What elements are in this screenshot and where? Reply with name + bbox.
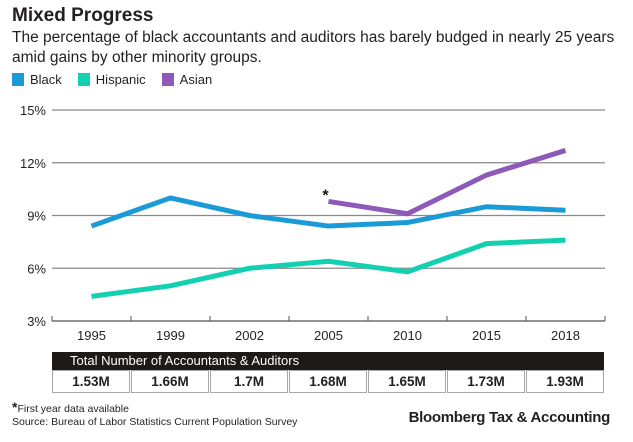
- y-axis-ticks: 3% 6% 9% 12% 15%: [20, 103, 46, 329]
- x-tick-label: 2010: [393, 328, 422, 343]
- chart-subtitle: The percentage of black accountants and …: [12, 29, 615, 66]
- x-tick-label: 1995: [77, 328, 106, 343]
- legend-swatch-black: [12, 73, 24, 86]
- annotations: *: [322, 187, 329, 204]
- totals-cell-2002: 1.7M: [210, 370, 288, 393]
- x-tick-label: 1999: [156, 328, 185, 343]
- brand-logo: Bloomberg Tax & Accounting: [408, 409, 611, 426]
- series-lines: [90, 148, 567, 299]
- totals-cell-1995: 1.53M: [52, 370, 130, 393]
- gridlines: [52, 109, 605, 269]
- legend-label-asian: Asian: [179, 72, 213, 87]
- y-tick-label: 6%: [27, 261, 46, 276]
- x-tick-label: 2002: [235, 328, 264, 343]
- footnote: *First year data available: [12, 400, 129, 416]
- legend-swatch-asian: [161, 73, 174, 86]
- y-tick-label: 12%: [20, 156, 46, 171]
- y-tick-label: 3%: [27, 314, 46, 329]
- source-note: Source: Bureau of Labor Statistics Curre…: [12, 416, 298, 428]
- y-tick-label: 15%: [20, 103, 46, 118]
- y-tick-label: 9%: [27, 209, 46, 224]
- totals-cell-2010: 1.65M: [368, 370, 446, 393]
- x-axis: 1995 1999 2002 2005 2010 2015 2018: [51, 316, 606, 343]
- totals-cell-2018: 1.93M: [526, 370, 604, 393]
- chart-title: Mixed Progress: [12, 5, 154, 26]
- legend-item-asian: Asian: [161, 72, 213, 87]
- x-tick-label: 2005: [314, 328, 343, 343]
- legend: Black Hispanic Asian: [12, 72, 228, 87]
- totals-table-row: 1.53M 1.66M 1.7M 1.68M 1.65M 1.73M 1.93M: [52, 370, 604, 393]
- x-tick-label: 2015: [472, 328, 501, 343]
- legend-label-hispanic: Hispanic: [95, 72, 146, 87]
- totals-cell-2005: 1.68M: [289, 370, 367, 393]
- totals-cell-1999: 1.66M: [131, 370, 209, 393]
- legend-item-hispanic: Hispanic: [77, 72, 146, 87]
- footnote-text: First year data available: [17, 403, 129, 415]
- legend-swatch-hispanic: [77, 73, 90, 86]
- series-line-asian: [328, 148, 567, 217]
- totals-cell-2015: 1.73M: [447, 370, 525, 393]
- line-chart: 3% 6% 9% 12% 15% 1995 1999 2002 2005 2010 2015 201…: [20, 103, 606, 343]
- legend-label-black: Black: [30, 72, 62, 87]
- x-tick-label: 2018: [551, 328, 580, 343]
- first-year-asterisk: *: [322, 187, 329, 204]
- legend-item-black: Black: [12, 72, 62, 87]
- totals-table-header: Total Number of Accountants & Auditors: [52, 352, 604, 370]
- footnote-star: *: [12, 399, 18, 415]
